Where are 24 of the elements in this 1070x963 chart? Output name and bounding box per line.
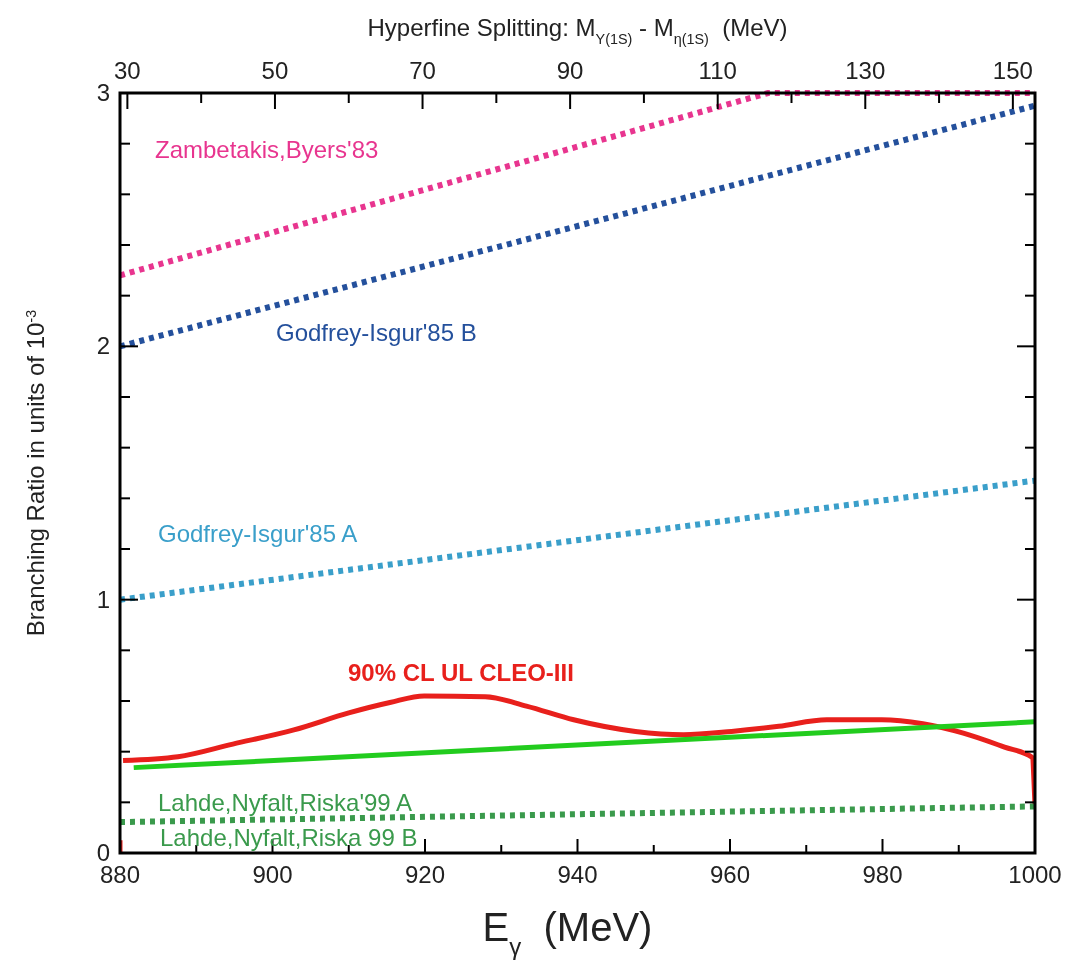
series-label: Zambetakis,Byers'83 [155,136,379,163]
annotation: Lahde,Nyfalt,Riska 99 B [160,824,418,851]
x-tick-label: 1000 [1008,861,1062,888]
x-tick-label: 920 [404,861,446,888]
x2-tick-label: 130 [845,57,886,84]
x2-axis-title: Hyperfine Splitting: M$_{Υ(1S)}$ - M$_{η(1S)}$ (MeV) [367,14,788,47]
y-tick-label: 1 [96,585,110,613]
x-tick-label: 940 [557,861,598,888]
x2-tick-label: 30 [114,57,141,84]
series-label: 90% CL UL CLEO-III [348,659,574,686]
x-axis-title: E$_{γ}$ (MeV) [482,905,653,960]
x2-tick-label: 70 [409,57,436,84]
x-tick-label: 900 [252,861,293,888]
x2-tick-label: 50 [261,57,289,84]
x2-tick-label: 150 [992,57,1033,84]
x2-tick-label: 110 [698,57,737,84]
y-tick-label: 3 [96,79,110,106]
series-label: Godfrey-Isgur'85 B [276,319,477,346]
x-tick-label: 980 [862,861,903,888]
x2-tick-label: 90 [556,57,584,84]
x-tick-label: 960 [709,861,751,888]
series-label: Godfrey-Isgur'85 A [158,520,358,547]
series-label: Lahde,Nyfalt,Riska'99 A [158,789,413,816]
y-tick-label: 2 [96,332,110,360]
